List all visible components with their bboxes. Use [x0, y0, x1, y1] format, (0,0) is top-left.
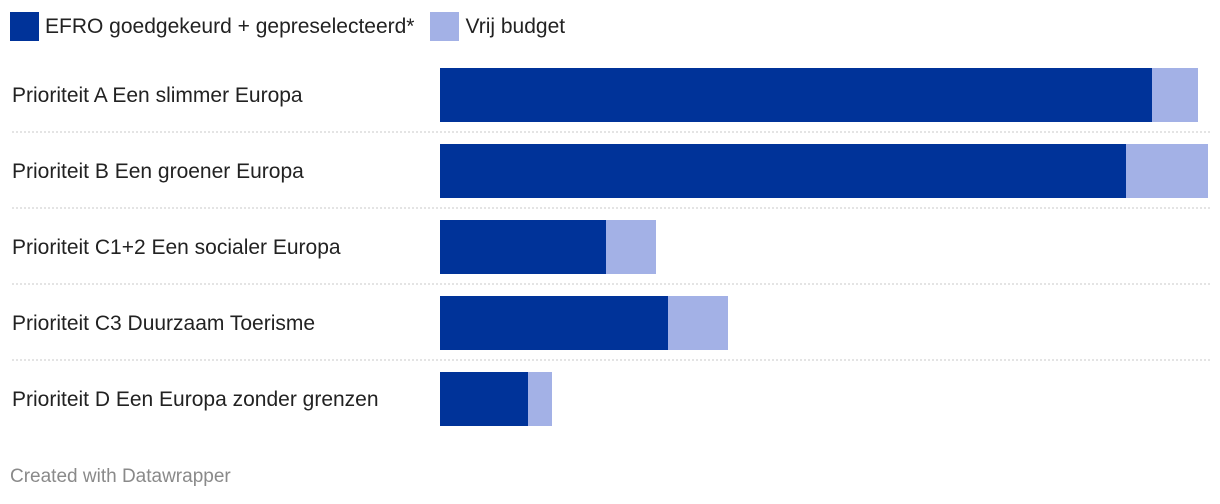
category-label: Prioriteit B Een groener Europa	[12, 160, 304, 183]
bar-segment-free	[1126, 144, 1208, 198]
legend-label-free: Vrij budget	[465, 14, 566, 38]
bar-segment-approved	[440, 220, 606, 274]
bar-segment-free	[606, 220, 656, 274]
bar-segment-approved	[440, 68, 1152, 122]
bar-segment-approved	[440, 372, 528, 426]
legend: EFRO goedgekeurd + gepreselecteerd* Vrij…	[10, 12, 581, 41]
bar-segment-free	[528, 372, 552, 426]
category-label: Prioriteit C3 Duurzaam Toerisme	[12, 312, 315, 335]
legend-item-approved: EFRO goedgekeurd + gepreselecteerd*	[10, 12, 414, 41]
legend-swatch-free	[430, 12, 460, 41]
category-label: Prioriteit D Een Europa zonder grenzen	[12, 388, 379, 411]
legend-label-approved: EFRO goedgekeurd + gepreselecteerd*	[45, 14, 415, 38]
category-label: Prioriteit A Een slimmer Europa	[12, 84, 303, 107]
legend-item-free: Vrij budget	[430, 12, 565, 41]
stacked-bar-chart: Prioriteit A Een slimmer Europa Prioritei…	[12, 68, 1210, 426]
category-label: Prioriteit C1+2 Een socialer Europa	[12, 236, 341, 259]
bar-segment-free	[668, 296, 728, 350]
bar-segment-approved	[440, 296, 668, 350]
footer-credit: Created with Datawrapper	[10, 466, 231, 487]
legend-swatch-approved	[10, 12, 39, 41]
bar-segment-approved	[440, 144, 1126, 198]
bar-segment-free	[1152, 68, 1198, 122]
